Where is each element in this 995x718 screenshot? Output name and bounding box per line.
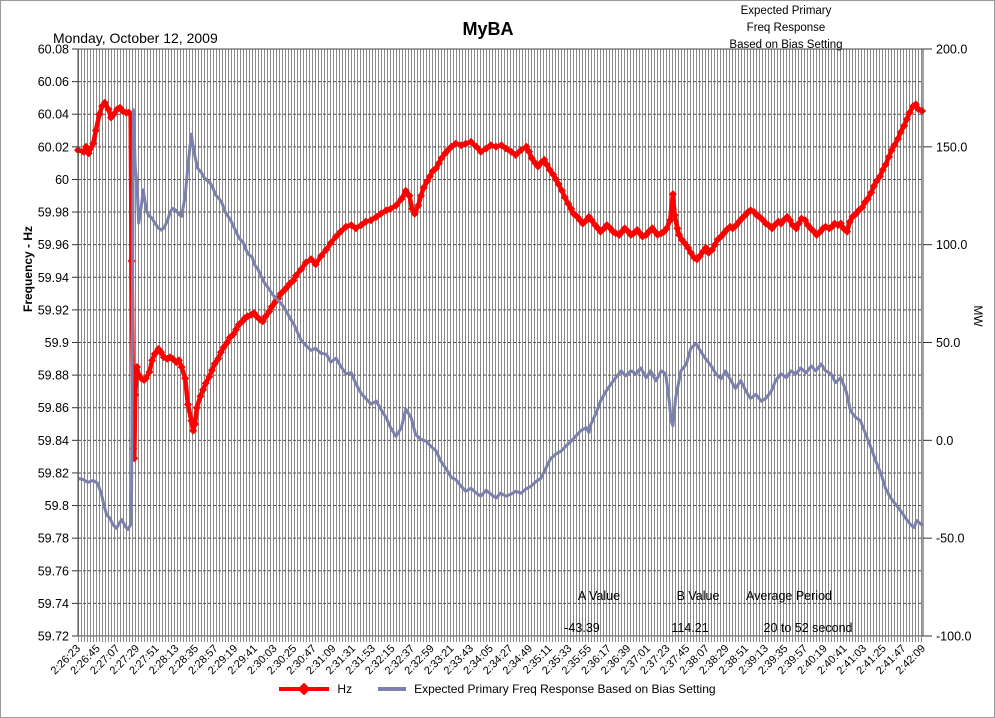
hz-line-swatch-icon	[279, 682, 330, 696]
expected-response-line	[77, 108, 924, 531]
legend-item-hz: Hz	[279, 682, 352, 696]
y-axis-title-frequency: Frequency - Hz	[21, 225, 35, 313]
right-axis-note-line: Based on Bias Setting	[729, 39, 843, 51]
y-right-tick-label: 200.0	[936, 43, 967, 57]
y-left-tick-label: 59.86	[38, 401, 69, 415]
y-left-tick-label: 60.08	[38, 43, 69, 57]
y-right-tick-label: 0.0	[936, 434, 953, 448]
y-left-tick-label: 59.72	[38, 630, 69, 644]
chart-date: Monday, October 12, 2009	[53, 30, 218, 46]
y-left-tick-label: 60.04	[38, 108, 69, 122]
hz-line	[77, 100, 924, 461]
y-right-tick-label: 50.0	[936, 336, 960, 350]
y-left-tick-label: 59.82	[38, 466, 69, 480]
y-left-tick-label: 59.94	[38, 271, 69, 285]
y-left-tick-label: 60.02	[38, 140, 69, 154]
right-axis-note-line: Freq Response	[746, 22, 826, 34]
annotation-a-label: A Value	[577, 589, 621, 603]
y-left-tick-label: 59.88	[38, 369, 69, 383]
plot-border	[77, 48, 924, 637]
right-axis-note-line: Expected Primary	[740, 5, 832, 17]
annotation-average-period-value: 20 to 52 second	[763, 621, 853, 635]
diamond-marker-icon	[298, 682, 311, 696]
y-right-tick-label: 100.0	[936, 238, 967, 252]
y-left-tick-label: 59.78	[38, 532, 69, 546]
y-left-tick-label: 59.8	[45, 499, 69, 513]
y-left-tick-label: 59.9	[45, 336, 69, 350]
legend-label-expected-response: Expected Primary Freq Response Based on …	[414, 682, 716, 696]
x-axis-minor-ticks	[78, 637, 924, 642]
y-right-tick-label: -50.0	[936, 532, 965, 546]
y-right-tick-label: 150.0	[936, 140, 967, 154]
chart-legend: Hz Expected Primary Freq Response Based …	[1, 682, 994, 696]
y-axis-title-mw: MW	[971, 305, 985, 327]
y-left-tick-label: 59.76	[38, 564, 69, 578]
annotation-b-value: 114.21	[671, 621, 709, 635]
y-left-tick-label: 59.96	[38, 238, 69, 252]
y-left-tick-label: 59.84	[38, 434, 69, 448]
mw-line-swatch-icon	[378, 687, 407, 691]
y-left-tick-label: 59.92	[38, 303, 69, 317]
y-right-tick-label: -100.0	[936, 630, 971, 644]
y-left-tick-label: 59.98	[38, 206, 69, 220]
right-axis-note: Expected Primary Freq Response Based on …	[729, 3, 842, 54]
chart-title: MyBA	[462, 19, 514, 39]
annotation-average-period-label: Average Period	[746, 589, 832, 603]
legend-label-hz: Hz	[337, 682, 353, 696]
annotation-b-label: B Value	[676, 589, 720, 603]
annotation-a-value: -43.39	[564, 621, 600, 635]
legend-item-expected-response: Expected Primary Freq Response Based on …	[378, 682, 716, 696]
y-left-tick-label: 59.74	[38, 597, 69, 611]
y-left-tick-label: 60	[55, 173, 69, 187]
y-left-tick-label: 60.06	[38, 75, 69, 89]
